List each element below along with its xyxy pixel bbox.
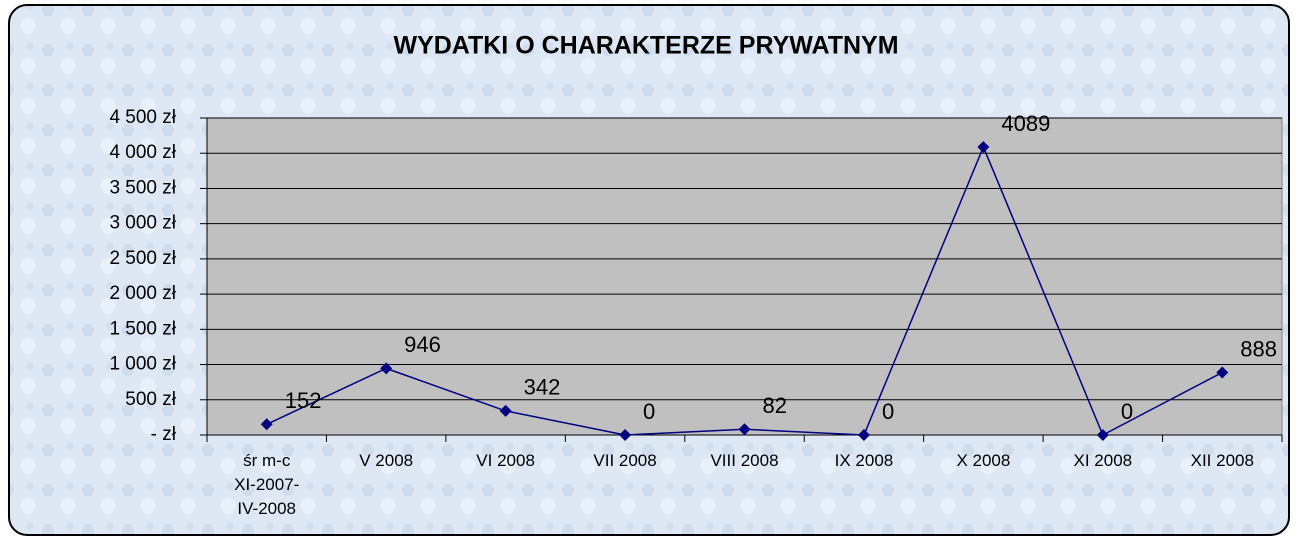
x-tick-label-line: VII 2008 bbox=[593, 451, 656, 470]
y-tick-label: 1 000 zł bbox=[109, 354, 176, 375]
y-tick-label: 2 500 zł bbox=[109, 248, 176, 269]
x-tick-label: XII 2008 bbox=[1191, 451, 1254, 470]
data-marker bbox=[619, 429, 632, 441]
data-label: 342 bbox=[524, 375, 561, 400]
x-tick-label: IX 2008 bbox=[835, 451, 894, 470]
data-marker bbox=[1216, 366, 1229, 379]
x-tick-label: X 2008 bbox=[956, 451, 1010, 470]
data-marker bbox=[380, 362, 393, 375]
x-tick-label-line: IX 2008 bbox=[835, 451, 894, 470]
data-marker bbox=[738, 423, 751, 436]
y-tick-label: 1 500 zł bbox=[109, 318, 176, 339]
data-label: 4089 bbox=[1001, 111, 1050, 136]
x-tick-label-line: IV-2008 bbox=[237, 499, 296, 518]
data-marker bbox=[977, 140, 990, 153]
data-marker bbox=[499, 404, 512, 417]
x-tick-label-line: XII 2008 bbox=[1191, 451, 1254, 470]
y-tick-label: 4 000 zł bbox=[109, 142, 176, 163]
y-tick-label: 500 zł bbox=[125, 389, 176, 410]
x-tick-label-line: XI-2007- bbox=[234, 475, 299, 494]
y-tick-label: 2 000 zł bbox=[109, 283, 176, 304]
x-tick-label-line: XI 2008 bbox=[1074, 451, 1133, 470]
x-tick-label: V 2008 bbox=[359, 451, 413, 470]
x-tick-label: XI 2008 bbox=[1074, 451, 1133, 470]
x-tick-label-line: X 2008 bbox=[956, 451, 1010, 470]
x-tick-label: VIII 2008 bbox=[710, 451, 778, 470]
x-tick-label-line: V 2008 bbox=[359, 451, 413, 470]
x-tick-label: VI 2008 bbox=[476, 451, 535, 470]
chart-title: WYDATKI O CHARAKTERZE PRYWATNYM bbox=[393, 32, 898, 60]
data-marker bbox=[857, 429, 870, 441]
data-marker bbox=[1096, 429, 1109, 441]
data-label: 82 bbox=[763, 393, 787, 418]
y-tick-label: 3 500 zł bbox=[109, 177, 176, 198]
x-tick-label-line: VI 2008 bbox=[476, 451, 535, 470]
data-label: 152 bbox=[285, 388, 322, 413]
data-label: 0 bbox=[882, 399, 894, 424]
y-tick-label: 3 000 zł bbox=[109, 213, 176, 234]
x-tick-label-line: śr m-c bbox=[243, 451, 291, 470]
y-tick-label: 4 500 zł bbox=[109, 107, 176, 128]
data-label: 0 bbox=[1121, 399, 1133, 424]
x-tick-label-line: VIII 2008 bbox=[710, 451, 778, 470]
x-tick-label: śr m-c XI-2007- IV-2008 bbox=[234, 451, 299, 518]
plot-area bbox=[206, 117, 1283, 436]
data-label: 946 bbox=[404, 332, 441, 357]
data-label: 888 bbox=[1240, 336, 1277, 361]
x-tick-label: VII 2008 bbox=[593, 451, 656, 470]
data-label: 0 bbox=[643, 399, 655, 424]
y-tick-label: - zł bbox=[151, 424, 177, 445]
data-marker bbox=[260, 418, 273, 431]
